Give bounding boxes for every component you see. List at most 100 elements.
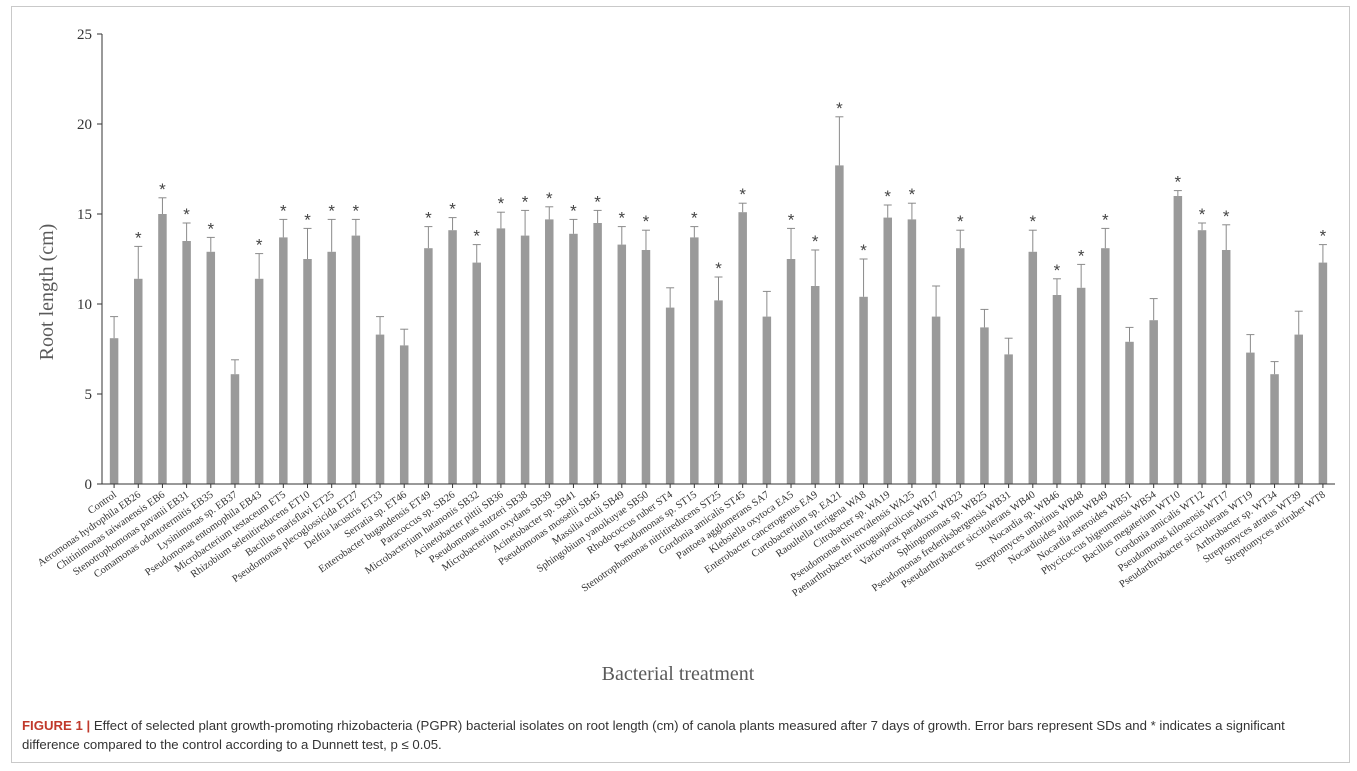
significance-marker: * <box>280 201 287 220</box>
bar-group: * <box>617 209 627 484</box>
significance-marker: * <box>328 201 335 220</box>
bar <box>1294 334 1303 484</box>
bar <box>786 259 796 484</box>
bar-group: * <box>738 185 747 484</box>
bar <box>424 248 433 484</box>
bar <box>1173 196 1183 484</box>
bar-group: * <box>327 201 336 484</box>
bar-group: * <box>859 241 868 484</box>
bar-group: * <box>1101 210 1110 484</box>
bar-group: * <box>641 212 651 484</box>
significance-marker: * <box>1320 227 1327 246</box>
bar-group: * <box>1197 205 1207 484</box>
bar <box>810 286 820 484</box>
bar-group: * <box>714 259 723 484</box>
x-axis-title: Bacterial treatment <box>602 663 755 685</box>
significance-marker: * <box>812 232 819 251</box>
bar <box>1318 262 1328 484</box>
significance-marker: * <box>836 99 843 118</box>
significance-marker: * <box>425 209 432 228</box>
bar <box>1246 352 1255 484</box>
bar <box>714 300 723 484</box>
bar <box>1101 248 1110 484</box>
bar-group: * <box>883 187 892 484</box>
bar <box>956 248 965 484</box>
bar <box>980 327 989 484</box>
bar-group: * <box>279 201 288 484</box>
bar <box>254 278 264 484</box>
y-tick-label: 20 <box>77 117 92 133</box>
figure-frame <box>11 6 1350 763</box>
bar <box>134 278 143 484</box>
bar-group <box>399 328 409 484</box>
significance-marker: * <box>1223 207 1230 226</box>
bar-group: * <box>206 219 216 484</box>
bar <box>859 296 868 484</box>
bar-group: * <box>472 227 481 484</box>
bar-group: * <box>569 201 578 484</box>
bar <box>690 237 699 484</box>
y-axis: 0 5 10 15 20 25 <box>77 27 103 493</box>
bar <box>665 307 675 484</box>
bar <box>1149 320 1158 484</box>
significance-marker: * <box>957 212 964 231</box>
bar <box>327 251 336 484</box>
bar <box>545 219 554 484</box>
significance-marker: * <box>1029 212 1036 231</box>
bar-group <box>762 290 772 484</box>
bar-group: * <box>520 192 530 484</box>
significance-marker: * <box>1078 246 1085 265</box>
bar <box>569 233 578 484</box>
y-tick-label: 5 <box>85 387 93 403</box>
significance-marker: * <box>473 227 480 246</box>
bar-group: * <box>1076 246 1086 484</box>
bar-group: * <box>448 200 457 484</box>
bar <box>206 251 216 484</box>
bar-group: * <box>134 228 143 484</box>
significance-marker: * <box>1175 173 1182 192</box>
bar <box>399 345 409 484</box>
bar <box>1270 374 1279 484</box>
bar-group: * <box>351 201 361 484</box>
significance-marker: * <box>643 212 650 231</box>
significance-marker: * <box>449 200 456 219</box>
caption-separator: | <box>86 718 91 733</box>
bar-group: * <box>593 192 602 484</box>
bar <box>351 235 361 484</box>
significance-marker: * <box>522 192 529 211</box>
significance-marker: * <box>159 180 166 199</box>
bar-group: * <box>835 99 844 484</box>
bar <box>1052 295 1062 484</box>
bar <box>1221 250 1231 484</box>
bar-group <box>1149 298 1158 484</box>
bar <box>738 212 747 484</box>
significance-marker: * <box>1102 210 1109 229</box>
significance-marker: * <box>884 187 891 206</box>
significance-marker: * <box>546 189 553 208</box>
bar-group: * <box>545 189 554 484</box>
bar-group <box>375 316 385 484</box>
y-tick-label: 0 <box>85 477 93 493</box>
significance-marker: * <box>691 209 698 228</box>
significance-marker: * <box>183 205 190 224</box>
significance-marker: * <box>1054 261 1061 280</box>
bar-group: * <box>1028 212 1038 484</box>
bar <box>593 223 602 484</box>
bar <box>279 237 288 484</box>
significance-marker: * <box>860 241 867 260</box>
significance-marker: * <box>256 236 263 255</box>
caption-text: Effect of selected plant growth-promotin… <box>22 718 1285 752</box>
bar-group <box>931 285 941 484</box>
bar <box>907 219 917 484</box>
bar-group: * <box>1318 227 1328 484</box>
bar <box>472 262 481 484</box>
bar <box>835 165 844 484</box>
bar-group: * <box>810 232 820 484</box>
bar-group <box>1294 310 1303 484</box>
significance-marker: * <box>909 185 916 204</box>
bar-group: * <box>1173 173 1183 484</box>
bar-group <box>1246 334 1255 484</box>
bar <box>883 217 892 484</box>
bar-group: * <box>1221 207 1231 484</box>
